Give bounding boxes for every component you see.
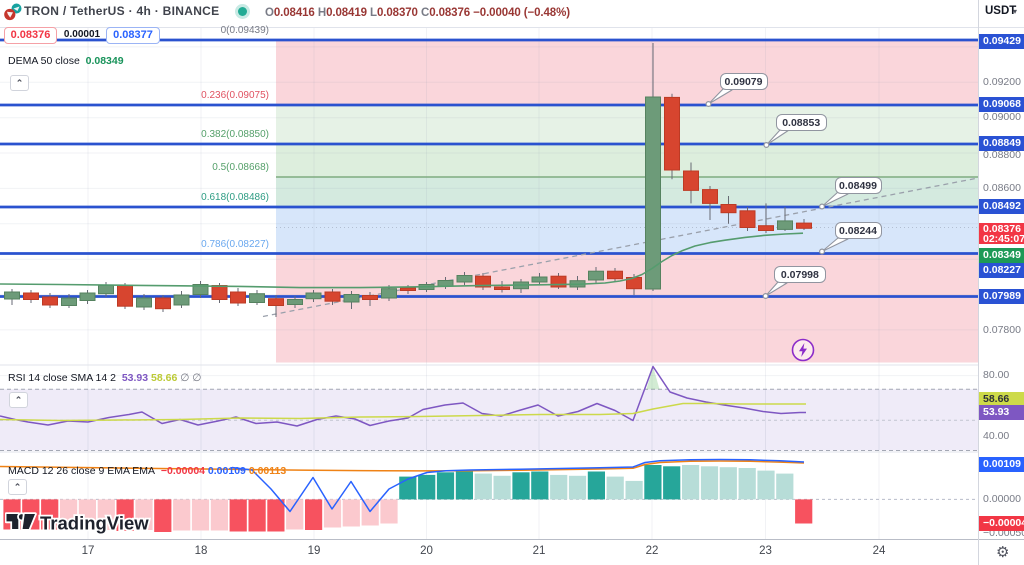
svg-text:TradingView: TradingView: [40, 512, 149, 533]
